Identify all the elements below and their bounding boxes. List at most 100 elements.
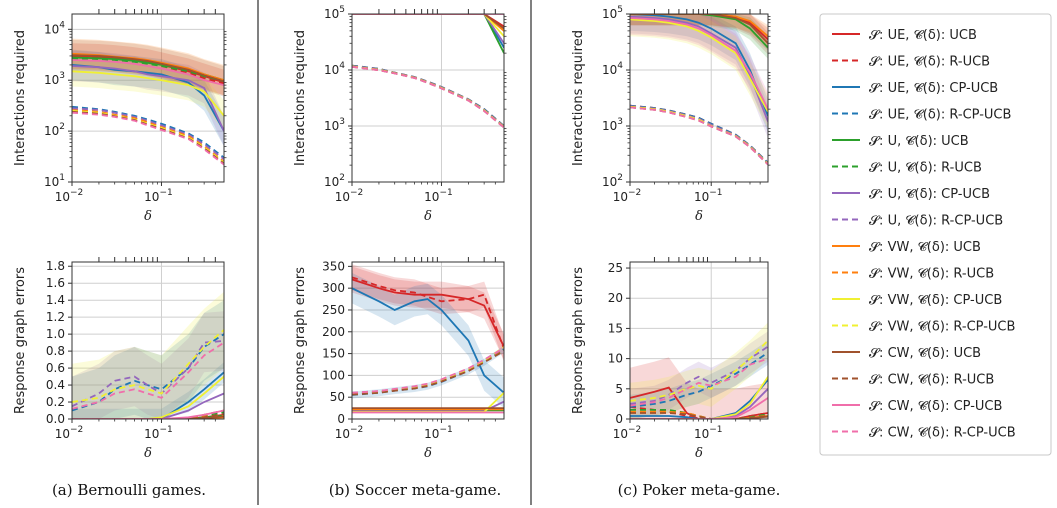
legend-entry-label: 𝓢: VW, 𝓒(δ): CP-UCB [869, 293, 1002, 308]
x-tick-label: 10−1 [424, 188, 453, 204]
x-axis-label: δ [424, 446, 432, 461]
y-tick-label: 104 [324, 61, 345, 77]
series-group [630, 322, 768, 419]
y-tick-label: 350 [322, 259, 345, 273]
chart-poker-interactions: 102 103 104 105 10−2 10−1 Interactions require… [571, 5, 771, 224]
y-tick-label: 15 [608, 321, 623, 335]
series-line [72, 110, 224, 165]
y-tick-label: 105 [324, 5, 345, 21]
series-line [352, 347, 504, 394]
y-axis-label: Interactions required [13, 30, 28, 166]
series-line [630, 105, 768, 165]
legend-entry-label: 𝓢: UE, 𝓒(δ): R-CP-UCB [869, 108, 1011, 123]
x-axis-label: δ [144, 209, 152, 224]
x-axis-label: δ [695, 209, 703, 224]
y-tick-label: 1.0 [46, 327, 65, 341]
series-line [630, 104, 768, 164]
legend-entry-label: 𝓢: UE, 𝓒(δ): UCB [869, 28, 977, 43]
series-line [352, 65, 504, 129]
legend-entry-label: 𝓢: VW, 𝓒(δ): R-UCB [869, 267, 994, 282]
x-tick-label: 10−1 [424, 425, 453, 441]
y-tick-label: 150 [322, 347, 345, 361]
y-tick-label: 102 [44, 122, 65, 138]
series-line [630, 357, 768, 407]
y-tick-label: 102 [324, 173, 345, 189]
series-line [72, 111, 224, 166]
y-tick-label: 101 [44, 173, 65, 189]
series-line [72, 409, 224, 419]
plot-frame [351, 261, 505, 420]
series-line [72, 109, 224, 163]
y-tick-label: 0.8 [46, 344, 65, 358]
subfigure-caption: (c) Poker meta-game. [618, 481, 781, 499]
legend-entry-label: 𝓢: VW, 𝓒(δ): R-CP-UCB [869, 320, 1015, 335]
y-axis-label: Interactions required [571, 30, 586, 166]
chart-poker-errors: 0 5 10 15 20 25 10−2 10−1 Response graph errors δ… [571, 257, 780, 499]
plot-frame [629, 13, 769, 183]
series-line [630, 105, 768, 165]
legend-entry-label: 𝓢: CW, 𝓒(δ): UCB [869, 346, 981, 361]
series-line [72, 375, 224, 419]
y-tick-label: 1.2 [46, 310, 65, 324]
series-line [72, 59, 224, 86]
series-line [630, 14, 768, 117]
series-line [630, 14, 768, 37]
series-line [72, 329, 224, 403]
legend-entry-label: 𝓢: U, 𝓒(δ): R-UCB [869, 161, 982, 176]
series-line [72, 57, 224, 83]
series-line [352, 14, 504, 32]
y-tick-label: 0.6 [46, 361, 65, 375]
series-line [352, 65, 504, 129]
y-tick-label: 105 [602, 5, 623, 21]
y-tick-label: 103 [44, 71, 65, 87]
series-line [630, 104, 768, 164]
confidence-band [630, 14, 768, 55]
confidence-band [72, 291, 224, 419]
y-tick-label: 103 [324, 117, 345, 133]
series-line [72, 54, 224, 83]
y-axis-label: Interactions required [293, 30, 308, 166]
y-tick-label: 104 [44, 20, 65, 36]
confidence-band [352, 264, 504, 363]
series-line [630, 339, 768, 402]
series-line [630, 412, 768, 419]
series-line [352, 278, 504, 348]
plot-frame [71, 261, 225, 420]
plot-frame [71, 13, 225, 183]
x-tick-label: 10−1 [144, 188, 173, 204]
legend-frame [819, 13, 1052, 456]
y-tick-label: 300 [322, 281, 345, 295]
series-line [630, 106, 768, 166]
y-tick-label: 100 [322, 368, 345, 382]
series-line [72, 340, 224, 408]
series-line [352, 14, 504, 37]
series-line [352, 65, 504, 128]
series-line [352, 65, 504, 128]
x-tick-label: 10−2 [55, 425, 84, 441]
y-tick-label: 0.2 [46, 395, 65, 409]
confidence-band [72, 300, 224, 419]
plot-frame [351, 13, 505, 183]
series-line [72, 392, 224, 419]
x-tick-label: 10−2 [335, 425, 364, 441]
x-tick-label: 10−2 [335, 188, 364, 204]
x-tick-label: 10−1 [144, 425, 173, 441]
confidence-band [630, 14, 768, 133]
y-tick-label: 200 [322, 325, 345, 339]
series-group [352, 264, 504, 414]
series-line [352, 64, 504, 127]
series-line [630, 14, 768, 41]
chart-bernoulli-errors: 0.0 0.2 0.4 0.6 0.8 1.0 1.2 1.4 1.6 1.8 10−2 10−1 Re… [13, 257, 225, 499]
y-tick-label: 0 [615, 412, 623, 426]
y-tick-label: 250 [322, 303, 345, 317]
series-line [72, 415, 224, 419]
legend-entry-label: 𝓢: CW, 𝓒(δ): R-CP-UCB [869, 426, 1016, 441]
series-line [630, 386, 768, 419]
series-line [630, 106, 768, 166]
legend-entry-label: 𝓢: U, 𝓒(δ): UCB [869, 134, 969, 149]
series-group [352, 14, 504, 129]
chart-soccer-errors: 0 50 100 150 200 250 300 350 10−2 10−1 Response gr… [293, 257, 505, 499]
chart-bernoulli-interactions: 101 102 103 104 10−2 10−1 Interactions require… [13, 9, 227, 224]
series-line [72, 341, 224, 410]
